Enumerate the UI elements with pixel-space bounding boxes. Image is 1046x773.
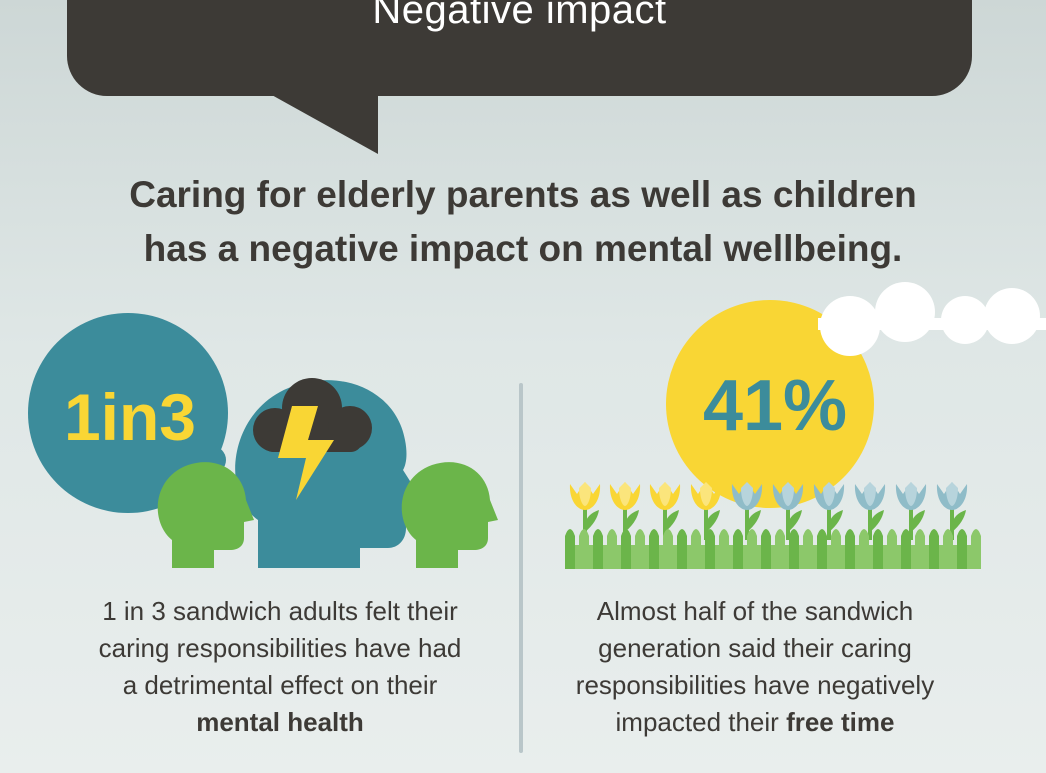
grass-blade	[803, 529, 813, 569]
sun-icon	[666, 300, 874, 508]
right-caption-line-3: responsibilities have negatively	[575, 670, 935, 700]
grass-blade	[971, 529, 981, 569]
grass-blade	[957, 529, 967, 569]
grass-blade	[789, 529, 799, 569]
grass-blade	[887, 529, 897, 569]
grass-blade	[635, 529, 645, 569]
center-divider	[519, 383, 523, 753]
left-caption-line-2: caring responsibilities have had	[98, 633, 462, 663]
left-caption: 1 in 3 sandwich adults felt their caring…	[60, 593, 500, 741]
grass-strip	[565, 529, 981, 569]
tulip-icon	[609, 482, 641, 540]
grass-blade	[733, 529, 743, 569]
headline-line-1: Caring for elderly parents as well as ch…	[129, 174, 917, 215]
right-caption-bold: free time	[786, 707, 895, 737]
tulip-icon	[569, 482, 601, 540]
grass-blade	[915, 529, 925, 569]
headline: Caring for elderly parents as well as ch…	[40, 168, 1006, 276]
headline-line-2: has a negative impact on mental wellbein…	[143, 228, 903, 269]
grass-blade	[929, 529, 939, 569]
grass-blade	[817, 529, 827, 569]
left-caption-bold: mental health	[196, 707, 364, 737]
grass-blade	[593, 529, 603, 569]
grass-blade	[747, 529, 757, 569]
grass-blade	[705, 529, 715, 569]
tulip-icon	[854, 482, 886, 540]
grass-blade	[579, 529, 589, 569]
grass-blade	[901, 529, 911, 569]
tulip-icon	[895, 482, 927, 540]
head-icon-left	[157, 462, 254, 568]
grass-blade	[859, 529, 869, 569]
grass-blade	[873, 529, 883, 569]
grass-blade	[565, 529, 575, 569]
grass-blade	[943, 529, 953, 569]
grass-blade	[831, 529, 841, 569]
tulip-icon	[649, 482, 681, 540]
tulip-icon	[690, 482, 722, 540]
grass-blade	[691, 529, 701, 569]
head-icon-right	[401, 462, 498, 568]
cloud-icon	[818, 282, 1046, 356]
right-caption-line-2: generation said their caring	[598, 633, 912, 663]
grass-blade	[649, 529, 659, 569]
title-banner: Negative impact	[67, 0, 972, 96]
grass-blade	[677, 529, 687, 569]
left-caption-line-1: 1 in 3 sandwich adults felt their	[102, 596, 458, 626]
grass-blade	[663, 529, 673, 569]
tulip-row	[569, 482, 968, 540]
tulip-icon	[731, 482, 763, 540]
right-stat-value: 41%	[703, 366, 847, 446]
tulip-icon	[813, 482, 845, 540]
speech-bubble-tail-icon	[270, 94, 378, 154]
tulip-icon	[772, 482, 804, 540]
grass-blade	[607, 529, 617, 569]
right-caption-line-1: Almost half of the sandwich	[596, 596, 914, 626]
grass-blade	[775, 529, 785, 569]
left-stat-value: 1in3	[64, 380, 196, 454]
right-caption: Almost half of the sandwich generation s…	[540, 593, 970, 741]
grass-blade	[621, 529, 631, 569]
lightning-icon	[278, 406, 334, 500]
right-caption-lead: impacted their	[615, 707, 787, 737]
tulip-icon	[936, 482, 968, 540]
banner-title: Negative impact	[372, 0, 667, 32]
grass-blade	[719, 529, 729, 569]
left-caption-line-3: a detrimental effect on their	[122, 670, 438, 700]
grass-blade	[761, 529, 771, 569]
grass-blade	[845, 529, 855, 569]
